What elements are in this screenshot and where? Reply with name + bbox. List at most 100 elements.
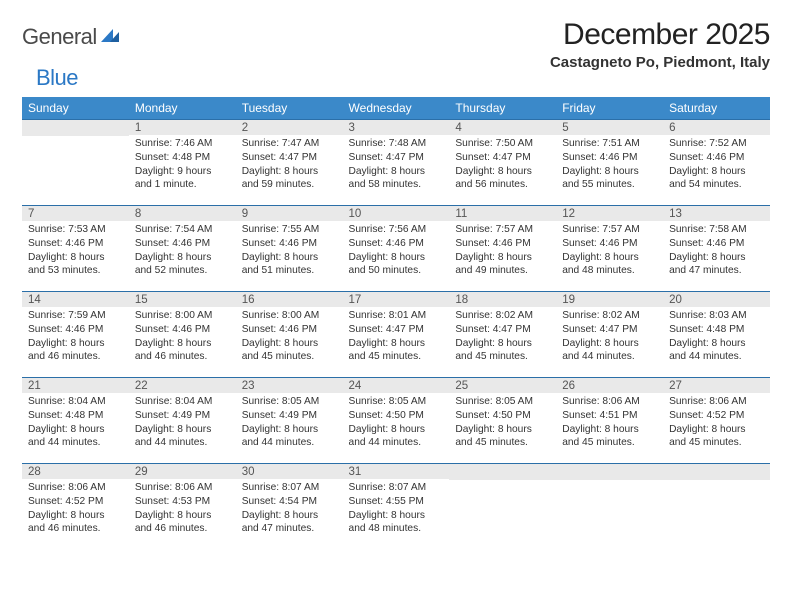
sunrise-line: Sunrise: 7:57 AM bbox=[455, 223, 550, 237]
sunset-line: Sunset: 4:48 PM bbox=[28, 409, 123, 423]
sunset-line: Sunset: 4:46 PM bbox=[669, 151, 764, 165]
sunrise-line: Sunrise: 8:02 AM bbox=[455, 309, 550, 323]
daylight-line: Daylight: 8 hours and 45 minutes. bbox=[455, 423, 550, 451]
empty-day bbox=[556, 463, 663, 480]
calendar-day-cell: 28Sunrise: 8:06 AMSunset: 4:52 PMDayligh… bbox=[22, 463, 129, 549]
day-number: 31 bbox=[343, 463, 450, 479]
day-details: Sunrise: 7:46 AMSunset: 4:48 PMDaylight:… bbox=[129, 135, 236, 194]
daylight-line: Daylight: 8 hours and 46 minutes. bbox=[135, 337, 230, 365]
day-number: 9 bbox=[236, 205, 343, 221]
day-details: Sunrise: 7:47 AMSunset: 4:47 PMDaylight:… bbox=[236, 135, 343, 194]
daylight-line: Daylight: 8 hours and 48 minutes. bbox=[349, 509, 444, 537]
brand-logo: General bbox=[22, 18, 123, 50]
sunrise-line: Sunrise: 7:48 AM bbox=[349, 137, 444, 151]
sunrise-line: Sunrise: 8:05 AM bbox=[349, 395, 444, 409]
sunset-line: Sunset: 4:49 PM bbox=[242, 409, 337, 423]
sunset-line: Sunset: 4:53 PM bbox=[135, 495, 230, 509]
calendar-day-cell: 18Sunrise: 8:02 AMSunset: 4:47 PMDayligh… bbox=[449, 291, 556, 377]
daylight-line: Daylight: 8 hours and 46 minutes. bbox=[135, 509, 230, 537]
daylight-line: Daylight: 8 hours and 59 minutes. bbox=[242, 165, 337, 193]
calendar-day-cell: 27Sunrise: 8:06 AMSunset: 4:52 PMDayligh… bbox=[663, 377, 770, 463]
sunrise-line: Sunrise: 7:50 AM bbox=[455, 137, 550, 151]
calendar-day-cell: 10Sunrise: 7:56 AMSunset: 4:46 PMDayligh… bbox=[343, 205, 450, 291]
day-number: 1 bbox=[129, 119, 236, 135]
calendar-day-cell: 21Sunrise: 8:04 AMSunset: 4:48 PMDayligh… bbox=[22, 377, 129, 463]
day-details: Sunrise: 8:05 AMSunset: 4:49 PMDaylight:… bbox=[236, 393, 343, 452]
sunrise-line: Sunrise: 8:03 AM bbox=[669, 309, 764, 323]
sunrise-line: Sunrise: 7:59 AM bbox=[28, 309, 123, 323]
day-details: Sunrise: 8:02 AMSunset: 4:47 PMDaylight:… bbox=[556, 307, 663, 366]
sunset-line: Sunset: 4:47 PM bbox=[349, 323, 444, 337]
daylight-line: Daylight: 8 hours and 47 minutes. bbox=[669, 251, 764, 279]
calendar-day-cell: 26Sunrise: 8:06 AMSunset: 4:51 PMDayligh… bbox=[556, 377, 663, 463]
daylight-line: Daylight: 8 hours and 52 minutes. bbox=[135, 251, 230, 279]
day-number: 8 bbox=[129, 205, 236, 221]
daylight-line: Daylight: 8 hours and 45 minutes. bbox=[349, 337, 444, 365]
calendar-day-cell: 20Sunrise: 8:03 AMSunset: 4:48 PMDayligh… bbox=[663, 291, 770, 377]
calendar-day-cell: 14Sunrise: 7:59 AMSunset: 4:46 PMDayligh… bbox=[22, 291, 129, 377]
daylight-line: Daylight: 8 hours and 50 minutes. bbox=[349, 251, 444, 279]
weekday-header: Wednesday bbox=[343, 97, 450, 119]
day-number: 28 bbox=[22, 463, 129, 479]
sunrise-line: Sunrise: 8:07 AM bbox=[242, 481, 337, 495]
sunset-line: Sunset: 4:46 PM bbox=[135, 237, 230, 251]
calendar-day-cell: 4Sunrise: 7:50 AMSunset: 4:47 PMDaylight… bbox=[449, 119, 556, 205]
sunset-line: Sunset: 4:46 PM bbox=[135, 323, 230, 337]
calendar-week-row: 28Sunrise: 8:06 AMSunset: 4:52 PMDayligh… bbox=[22, 463, 770, 549]
sunset-line: Sunset: 4:46 PM bbox=[455, 237, 550, 251]
calendar-day-cell: 22Sunrise: 8:04 AMSunset: 4:49 PMDayligh… bbox=[129, 377, 236, 463]
weekday-header: Friday bbox=[556, 97, 663, 119]
sunset-line: Sunset: 4:49 PM bbox=[135, 409, 230, 423]
daylight-line: Daylight: 8 hours and 55 minutes. bbox=[562, 165, 657, 193]
day-details: Sunrise: 7:48 AMSunset: 4:47 PMDaylight:… bbox=[343, 135, 450, 194]
day-number: 11 bbox=[449, 205, 556, 221]
day-number: 19 bbox=[556, 291, 663, 307]
empty-day bbox=[22, 119, 129, 136]
day-details: Sunrise: 7:54 AMSunset: 4:46 PMDaylight:… bbox=[129, 221, 236, 280]
day-number: 12 bbox=[556, 205, 663, 221]
day-number: 6 bbox=[663, 119, 770, 135]
sunset-line: Sunset: 4:46 PM bbox=[28, 237, 123, 251]
sunrise-line: Sunrise: 8:01 AM bbox=[349, 309, 444, 323]
empty-day bbox=[663, 463, 770, 480]
weekday-header: Tuesday bbox=[236, 97, 343, 119]
weekday-header: Monday bbox=[129, 97, 236, 119]
weekday-header: Thursday bbox=[449, 97, 556, 119]
calendar-day-cell: 9Sunrise: 7:55 AMSunset: 4:46 PMDaylight… bbox=[236, 205, 343, 291]
day-details: Sunrise: 7:50 AMSunset: 4:47 PMDaylight:… bbox=[449, 135, 556, 194]
day-number: 2 bbox=[236, 119, 343, 135]
weekday-header: Sunday bbox=[22, 97, 129, 119]
daylight-line: Daylight: 9 hours and 1 minute. bbox=[135, 165, 230, 193]
calendar-day-cell: 24Sunrise: 8:05 AMSunset: 4:50 PMDayligh… bbox=[343, 377, 450, 463]
day-details: Sunrise: 7:52 AMSunset: 4:46 PMDaylight:… bbox=[663, 135, 770, 194]
day-details: Sunrise: 8:01 AMSunset: 4:47 PMDaylight:… bbox=[343, 307, 450, 366]
sunset-line: Sunset: 4:46 PM bbox=[562, 237, 657, 251]
weekday-header-row: Sunday Monday Tuesday Wednesday Thursday… bbox=[22, 97, 770, 119]
sunrise-line: Sunrise: 7:55 AM bbox=[242, 223, 337, 237]
sunrise-line: Sunrise: 8:06 AM bbox=[669, 395, 764, 409]
sunset-line: Sunset: 4:46 PM bbox=[562, 151, 657, 165]
calendar-day-cell bbox=[663, 463, 770, 549]
day-details: Sunrise: 7:58 AMSunset: 4:46 PMDaylight:… bbox=[663, 221, 770, 280]
calendar-day-cell: 12Sunrise: 7:57 AMSunset: 4:46 PMDayligh… bbox=[556, 205, 663, 291]
daylight-line: Daylight: 8 hours and 44 minutes. bbox=[242, 423, 337, 451]
month-title: December 2025 bbox=[550, 18, 770, 52]
calendar-week-row: 21Sunrise: 8:04 AMSunset: 4:48 PMDayligh… bbox=[22, 377, 770, 463]
day-details: Sunrise: 8:06 AMSunset: 4:53 PMDaylight:… bbox=[129, 479, 236, 538]
daylight-line: Daylight: 8 hours and 45 minutes. bbox=[669, 423, 764, 451]
day-details: Sunrise: 8:05 AMSunset: 4:50 PMDaylight:… bbox=[343, 393, 450, 452]
sunrise-line: Sunrise: 8:05 AM bbox=[455, 395, 550, 409]
day-number: 20 bbox=[663, 291, 770, 307]
day-number: 22 bbox=[129, 377, 236, 393]
daylight-line: Daylight: 8 hours and 46 minutes. bbox=[28, 509, 123, 537]
sunset-line: Sunset: 4:47 PM bbox=[562, 323, 657, 337]
calendar-day-cell: 3Sunrise: 7:48 AMSunset: 4:47 PMDaylight… bbox=[343, 119, 450, 205]
empty-day bbox=[449, 463, 556, 480]
daylight-line: Daylight: 8 hours and 56 minutes. bbox=[455, 165, 550, 193]
sunrise-line: Sunrise: 8:06 AM bbox=[135, 481, 230, 495]
day-details: Sunrise: 7:57 AMSunset: 4:46 PMDaylight:… bbox=[556, 221, 663, 280]
brand-mark-icon bbox=[101, 26, 121, 49]
sunset-line: Sunset: 4:50 PM bbox=[455, 409, 550, 423]
sunrise-line: Sunrise: 8:00 AM bbox=[135, 309, 230, 323]
day-number: 18 bbox=[449, 291, 556, 307]
